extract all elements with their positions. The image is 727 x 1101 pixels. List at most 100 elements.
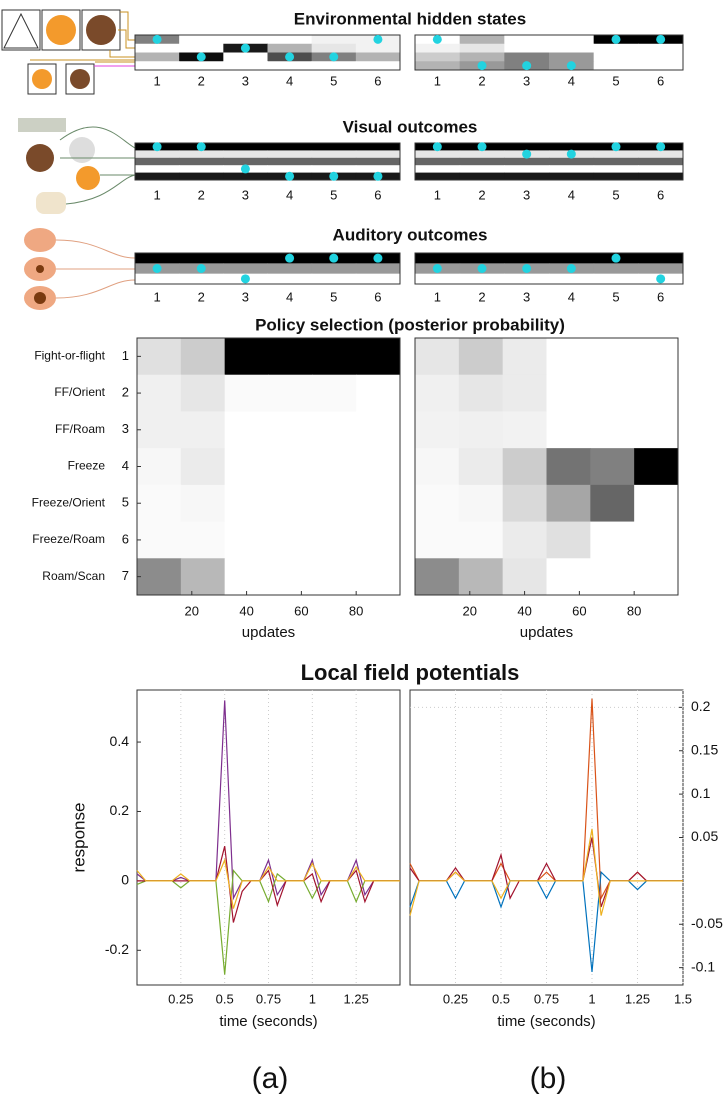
- heat-cell: [312, 411, 357, 449]
- raster-cell: [267, 157, 313, 166]
- raster-cell: [459, 172, 505, 181]
- series-line: [137, 846, 400, 923]
- heat-cell: [180, 338, 226, 376]
- raster-cell: [135, 165, 180, 174]
- heat-cell: [137, 448, 182, 486]
- raster-cell: [179, 273, 224, 285]
- x-tick-label: 1.25: [625, 991, 650, 1006]
- raster-cell: [504, 273, 550, 285]
- heat-cell: [590, 374, 635, 412]
- raster-cell: [459, 52, 505, 62]
- x-tick-label: 4: [286, 289, 293, 304]
- icon-speech: [24, 228, 56, 252]
- raster-cell: [549, 157, 595, 166]
- icon-dog: [26, 144, 54, 172]
- marker: [329, 52, 339, 62]
- x-tick-label: 4: [568, 187, 575, 202]
- icon-grass: [3, 12, 39, 49]
- heat-cell: [180, 558, 226, 596]
- connector: [59, 126, 136, 205]
- raster-cell: [504, 52, 550, 62]
- marker: [240, 43, 250, 53]
- y-tick-label: 7: [122, 568, 129, 583]
- x-tick-label: 6: [374, 73, 381, 88]
- raster-cell: [355, 43, 401, 53]
- x-tick-label: 4: [286, 73, 293, 88]
- x-tick-label: 5: [612, 73, 619, 88]
- raster-cell: [135, 273, 180, 285]
- x-tick-label: 4: [568, 289, 575, 304]
- icons: [1, 9, 136, 310]
- x-tick-label: 3: [523, 289, 530, 304]
- marker: [432, 142, 442, 152]
- marker: [285, 171, 295, 181]
- x-tick-label: 1: [434, 187, 441, 202]
- x-tick-label: 2: [198, 73, 205, 88]
- row-label: Freeze/Roam: [32, 532, 105, 546]
- marker: [432, 264, 442, 273]
- x-tick-label: 1: [434, 289, 441, 304]
- icon-grass: [18, 118, 66, 132]
- raster-cell: [223, 150, 268, 159]
- heat-cell: [546, 338, 591, 376]
- row-label: Fight-or-flight: [34, 349, 105, 363]
- marker: [522, 61, 532, 71]
- heat-cell: [137, 338, 182, 376]
- raster-cell: [355, 157, 401, 166]
- heat-cell: [634, 484, 679, 523]
- raster-cell: [415, 52, 461, 62]
- raster-cell: [459, 157, 505, 166]
- heat-cell: [634, 338, 679, 376]
- marker: [566, 149, 576, 159]
- raster-cell: [415, 157, 461, 166]
- y-tick-label: 0.05: [691, 828, 718, 844]
- x-tick-label: 5: [612, 289, 619, 304]
- raster-cell: [415, 253, 461, 264]
- heat-cell: [458, 484, 504, 523]
- raster-cell: [311, 165, 357, 174]
- heat-cell: [502, 448, 547, 486]
- raster-cell: [311, 143, 357, 151]
- heat-cell: [458, 521, 504, 559]
- raster-cell: [311, 35, 357, 45]
- raster-cell: [593, 157, 639, 166]
- x-tick-label: 6: [374, 289, 381, 304]
- heat-cell: [415, 411, 460, 449]
- raster-cell: [638, 150, 684, 159]
- x-tick-label: 6: [657, 187, 664, 202]
- x-tick-label: 2: [198, 187, 205, 202]
- frame: [414, 34, 684, 71]
- series-line: [136, 700, 400, 901]
- marker: [240, 274, 250, 284]
- raster-cell: [355, 61, 401, 71]
- heat-cell: [312, 521, 357, 559]
- row-label: FF/Orient: [54, 385, 105, 399]
- raster-cell: [135, 52, 180, 62]
- x-axis-label: time (seconds): [219, 1013, 317, 1030]
- heat-cell: [137, 558, 182, 596]
- x-tick-label: 6: [374, 187, 381, 202]
- raster-cell: [135, 253, 180, 264]
- y-tick-label: 4: [122, 458, 129, 473]
- x-tick-label: 0.25: [443, 991, 468, 1006]
- heat-cell: [224, 374, 269, 412]
- heat-cell: [502, 484, 547, 523]
- heat-cell: [415, 558, 460, 596]
- x-tick-label: 2: [478, 73, 485, 88]
- raster-cell: [223, 157, 268, 166]
- heat-cell: [415, 374, 460, 412]
- marker: [152, 34, 162, 44]
- series-line: [409, 870, 683, 973]
- heat-cell: [224, 448, 269, 486]
- heat-cell: [224, 411, 269, 449]
- heat-cell: [590, 484, 635, 523]
- heat-cell: [224, 521, 269, 559]
- heat-cell: [415, 338, 460, 376]
- y-tick-label: 0.2: [691, 698, 711, 714]
- x-axis-label: updates: [242, 624, 295, 641]
- heat-cell: [458, 411, 504, 449]
- icon-dog: [86, 15, 116, 45]
- heat-cell: [356, 521, 401, 559]
- x-tick-label: 5: [330, 187, 337, 202]
- heat-cell: [458, 374, 504, 412]
